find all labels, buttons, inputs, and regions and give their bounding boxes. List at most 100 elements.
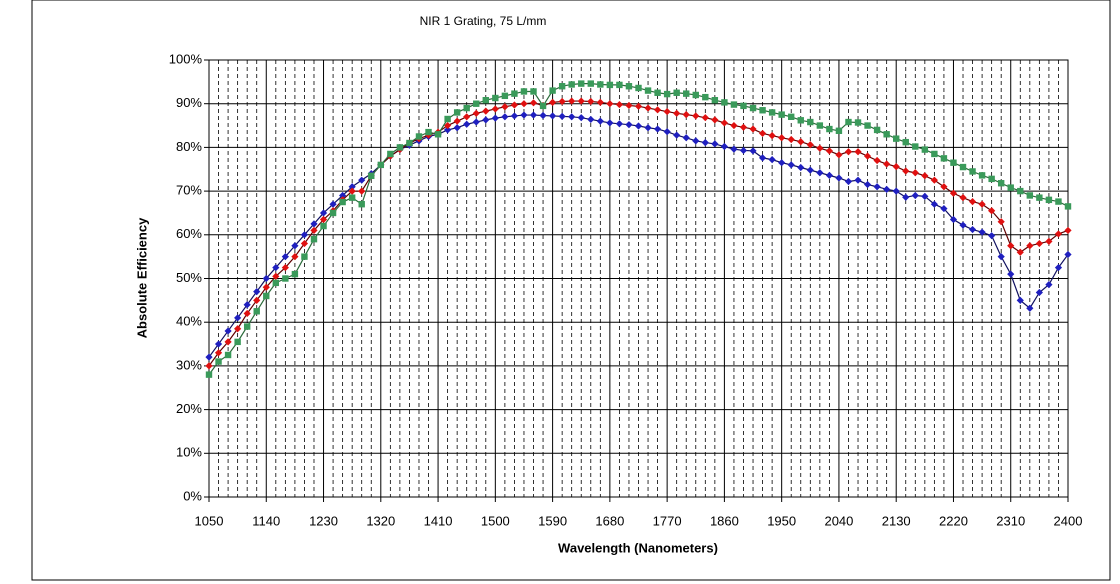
point-marker <box>463 113 471 121</box>
point-marker <box>654 89 661 96</box>
point-marker <box>348 194 356 201</box>
point-marker <box>902 193 910 201</box>
point-marker <box>854 148 862 156</box>
point-marker <box>234 314 242 322</box>
point-marker <box>816 169 824 177</box>
point-marker <box>873 183 881 191</box>
point-marker <box>683 90 690 97</box>
x-tick-label: 1680 <box>595 513 624 528</box>
point-marker <box>501 103 509 111</box>
x-tick-label: 1320 <box>366 513 395 528</box>
point-marker <box>787 135 795 144</box>
point-marker <box>300 239 309 248</box>
point-marker <box>1064 203 1072 210</box>
point-marker <box>262 274 270 283</box>
point-marker <box>291 253 299 261</box>
point-marker <box>949 215 958 224</box>
point-marker <box>453 117 461 125</box>
point-marker <box>711 97 719 104</box>
point-marker <box>711 116 719 124</box>
point-marker <box>1026 242 1034 250</box>
point-marker <box>663 107 671 116</box>
point-marker <box>224 338 232 346</box>
point-marker <box>253 288 261 296</box>
point-marker <box>768 109 776 116</box>
point-marker <box>902 138 909 146</box>
point-marker <box>892 163 900 171</box>
point-marker <box>883 185 891 193</box>
y-tick-label: 100% <box>169 51 203 66</box>
point-marker <box>959 221 967 229</box>
point-marker <box>597 81 604 88</box>
point-marker <box>234 338 241 346</box>
point-marker <box>1016 248 1024 256</box>
y-tick-label: 60% <box>176 226 202 241</box>
point-marker <box>988 232 996 240</box>
point-marker <box>396 144 404 151</box>
point-marker <box>1035 239 1043 248</box>
point-marker <box>577 114 585 122</box>
point-marker <box>530 88 537 95</box>
point-marker <box>253 308 260 315</box>
x-tick-label: 1950 <box>767 513 796 528</box>
y-tick-label: 90% <box>176 95 202 110</box>
point-marker <box>1064 226 1072 235</box>
point-marker <box>387 150 394 158</box>
point-marker <box>635 84 642 92</box>
point-marker <box>644 104 652 112</box>
point-marker <box>281 253 289 261</box>
point-marker <box>358 201 365 208</box>
point-marker <box>606 100 614 108</box>
point-marker <box>510 112 519 120</box>
point-marker <box>864 122 871 129</box>
point-marker <box>234 325 242 333</box>
point-marker <box>758 154 767 162</box>
y-tick-label: 70% <box>176 183 202 198</box>
point-marker <box>539 102 547 110</box>
point-marker <box>825 147 833 155</box>
point-marker <box>415 133 423 140</box>
x-tick-label: 1500 <box>481 513 510 528</box>
point-marker <box>883 131 890 138</box>
point-marker <box>339 198 346 206</box>
point-marker <box>816 144 824 152</box>
point-marker <box>319 215 328 224</box>
point-marker <box>816 122 824 129</box>
point-marker <box>1045 237 1053 245</box>
point-marker <box>644 87 652 94</box>
y-tick-label: 80% <box>176 139 202 154</box>
point-marker <box>511 90 518 97</box>
point-marker <box>844 148 853 156</box>
point-marker <box>300 231 309 239</box>
chart-subtitle: NIR 1 Grating, 75 L/mm <box>420 14 547 28</box>
point-marker <box>1026 304 1034 312</box>
point-marker <box>634 122 643 130</box>
x-tick-label: 1050 <box>195 513 224 528</box>
x-tick-label: 1410 <box>424 513 453 528</box>
point-marker <box>797 163 805 172</box>
point-marker <box>529 111 538 119</box>
point-marker <box>644 124 652 132</box>
point-marker <box>453 124 461 132</box>
point-marker <box>902 167 910 175</box>
x-tick-label: 1140 <box>252 513 280 528</box>
point-marker <box>807 118 814 126</box>
point-marker <box>482 97 489 104</box>
point-marker <box>940 155 948 162</box>
point-marker <box>558 97 566 106</box>
point-marker <box>1035 288 1043 297</box>
x-tick-label: 1230 <box>309 513 338 528</box>
point-marker <box>1064 250 1072 259</box>
point-marker <box>215 358 222 365</box>
x-tick-label: 1770 <box>653 513 682 528</box>
point-marker <box>892 187 900 195</box>
point-marker <box>1007 184 1014 191</box>
point-marker <box>606 119 614 127</box>
point-marker <box>739 146 748 155</box>
point-marker <box>625 101 633 110</box>
point-marker <box>348 183 356 191</box>
x-tick-label: 2310 <box>996 513 1025 528</box>
x-tick-label: 2040 <box>824 513 853 528</box>
x-tick-label: 1590 <box>538 513 567 528</box>
